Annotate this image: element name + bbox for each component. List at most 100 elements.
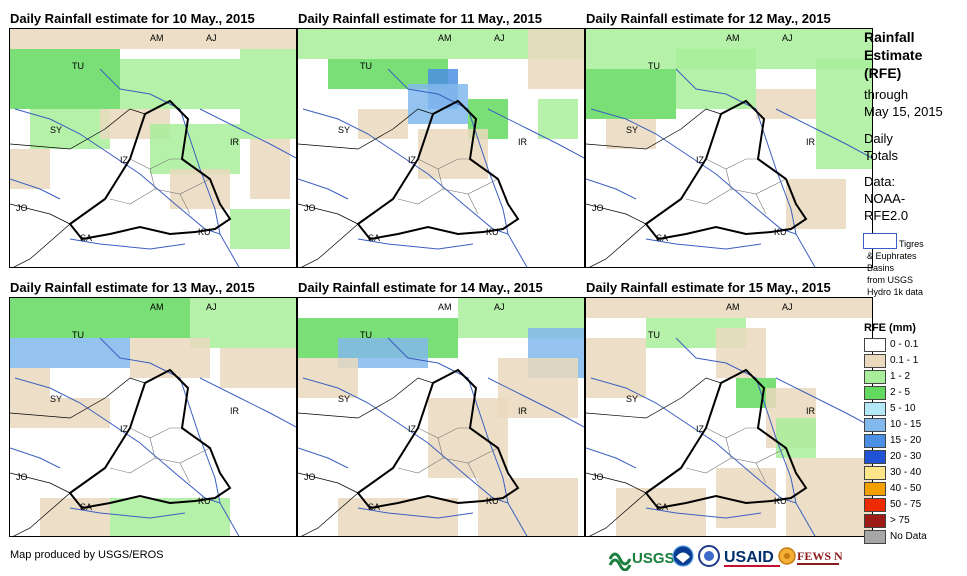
admin-boundary <box>109 427 211 484</box>
country-label: SA <box>368 502 380 512</box>
panel-title-6: Daily Rainfall estimate for 15 May., 201… <box>586 280 831 295</box>
usgs-logo-text: USGS <box>632 550 675 567</box>
rainfall-area <box>10 368 50 428</box>
country-label: AM <box>150 33 164 43</box>
credit-text: Map produced by USGS/EROS <box>10 549 164 561</box>
river-basin-line <box>69 507 186 519</box>
legend-swatch <box>864 450 886 464</box>
country-label: IZ <box>120 424 129 434</box>
river-basin-line <box>99 68 221 235</box>
country-label: KU <box>486 496 499 506</box>
rainfall-area <box>298 358 358 398</box>
legend-swatch <box>864 402 886 416</box>
iraq-border <box>644 99 808 241</box>
country-label: AM <box>150 302 164 312</box>
map-canvas: AM AJ TU SY IR IZ JO SA KU <box>586 298 872 536</box>
rainfall-area <box>110 498 230 536</box>
country-label: IZ <box>408 424 417 434</box>
iraq-border <box>356 368 520 510</box>
rainfall-area <box>586 69 676 119</box>
legend-swatch <box>864 370 886 384</box>
usgs-logo: USGS <box>608 550 675 571</box>
country-label: AJ <box>206 302 217 312</box>
panel-title-5: Daily Rainfall estimate for 14 May., 201… <box>298 280 543 295</box>
river-basin-line <box>298 178 349 200</box>
country-label: KU <box>774 227 787 237</box>
admin-boundary <box>685 427 787 484</box>
fewsnet-logo-text: FEWS NET <box>797 549 842 563</box>
country-label: KU <box>774 496 787 506</box>
fewsnet-logo: FEWS NET <box>778 547 842 565</box>
country-label: AJ <box>206 33 217 43</box>
rainfall-area <box>40 498 110 536</box>
legend-label: 0 - 0.1 <box>890 339 919 350</box>
country-label: TU <box>72 330 84 340</box>
rainfall-area <box>776 418 816 458</box>
country-label: JO <box>16 203 28 213</box>
river-basin-line <box>590 377 816 536</box>
rainfall-area <box>528 29 584 89</box>
rainfall-area <box>10 298 190 338</box>
country-boundary <box>586 108 722 150</box>
country-label: AM <box>726 33 740 43</box>
country-label: AJ <box>782 33 793 43</box>
legend-label: 5 - 10 <box>890 403 916 414</box>
country-label: TU <box>72 61 84 71</box>
country-label: SY <box>626 125 638 135</box>
legend-swatch <box>864 386 886 400</box>
map-panel-1: AM AJ TU SY IR IZ JO SA KU <box>9 28 297 268</box>
legend-label: 20 - 30 <box>890 451 922 462</box>
country-label: AJ <box>494 302 505 312</box>
country-boundary <box>298 108 434 150</box>
river-basin-line <box>775 108 872 159</box>
sidebar-data-source: Data: NOAA- RFE2.0 <box>864 174 909 223</box>
admin-boundary <box>397 427 499 484</box>
country-boundary <box>586 377 722 419</box>
rainfall-area <box>478 478 578 536</box>
iraq-border <box>68 368 232 510</box>
admin-boundary <box>109 158 211 215</box>
rainfall-area <box>130 338 210 378</box>
country-label: SY <box>338 394 350 404</box>
country-label: SA <box>368 233 380 243</box>
country-boundary <box>10 203 71 225</box>
country-label: AM <box>438 33 452 43</box>
panel-title-4: Daily Rainfall estimate for 13 May., 201… <box>10 280 255 295</box>
rainfall-area <box>10 149 50 189</box>
country-label: IZ <box>408 155 417 165</box>
river-basin-line <box>387 68 509 235</box>
rainfall-area <box>816 59 872 169</box>
map-canvas: AM AJ TU SY IR IZ JO SA KU <box>10 29 296 267</box>
country-label: IR <box>230 406 240 416</box>
country-boundary <box>10 377 146 419</box>
legend-swatch <box>864 354 886 368</box>
river-basin-line <box>199 108 296 159</box>
country-boundary <box>10 472 71 494</box>
country-label: AJ <box>782 302 793 312</box>
legend-swatch <box>864 514 886 528</box>
country-label: IZ <box>120 155 129 165</box>
country-label: AM <box>726 302 740 312</box>
panel-title-1: Daily Rainfall estimate for 10 May., 201… <box>10 11 255 26</box>
river-basin-line <box>675 337 797 504</box>
country-label: KU <box>198 227 211 237</box>
river-basin-line <box>302 377 528 536</box>
country-label: SA <box>656 233 668 243</box>
rainfall-area <box>586 298 872 318</box>
noaa-logo <box>672 545 694 567</box>
river-basin-line <box>645 238 762 250</box>
iraq-border <box>644 368 808 510</box>
legend-label: 1 - 2 <box>890 371 911 382</box>
map-canvas: AM AJ TU SY IR IZ JO SA KU <box>586 29 872 267</box>
country-label: AJ <box>494 33 505 43</box>
iraq-border <box>356 99 520 241</box>
country-label: SA <box>80 502 92 512</box>
river-basin-line <box>302 108 528 267</box>
iraq-border <box>68 99 232 241</box>
map-canvas: AM AJ TU SY IR IZ JO SA KU <box>298 29 584 267</box>
rainfall-area <box>10 49 120 109</box>
rainfall-area <box>170 169 230 209</box>
country-boundary <box>298 472 359 494</box>
map-panel-6: AM AJ TU SY IR IZ JO SA KU <box>585 297 873 537</box>
legend-swatch <box>864 466 886 480</box>
